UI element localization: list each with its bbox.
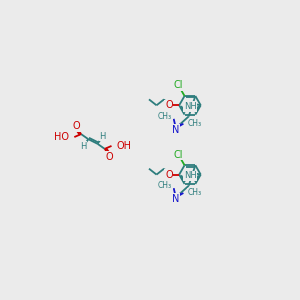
Text: N: N xyxy=(172,194,179,204)
Text: CH₃: CH₃ xyxy=(158,112,172,121)
Text: CH₃: CH₃ xyxy=(158,181,172,190)
Text: NH: NH xyxy=(184,171,197,180)
Text: Cl: Cl xyxy=(174,80,183,90)
Text: CH₃: CH₃ xyxy=(187,119,201,128)
Text: H: H xyxy=(99,132,106,141)
Text: NH: NH xyxy=(184,102,197,111)
Text: O: O xyxy=(106,152,114,162)
Text: N: N xyxy=(172,124,179,135)
Text: H: H xyxy=(80,142,86,151)
Text: CH₃: CH₃ xyxy=(187,188,201,197)
Text: HO: HO xyxy=(54,132,69,142)
Text: O: O xyxy=(165,169,173,180)
Text: O: O xyxy=(72,121,80,131)
Text: OH: OH xyxy=(117,141,132,151)
Text: Cl: Cl xyxy=(174,150,183,160)
Text: O: O xyxy=(165,100,173,110)
